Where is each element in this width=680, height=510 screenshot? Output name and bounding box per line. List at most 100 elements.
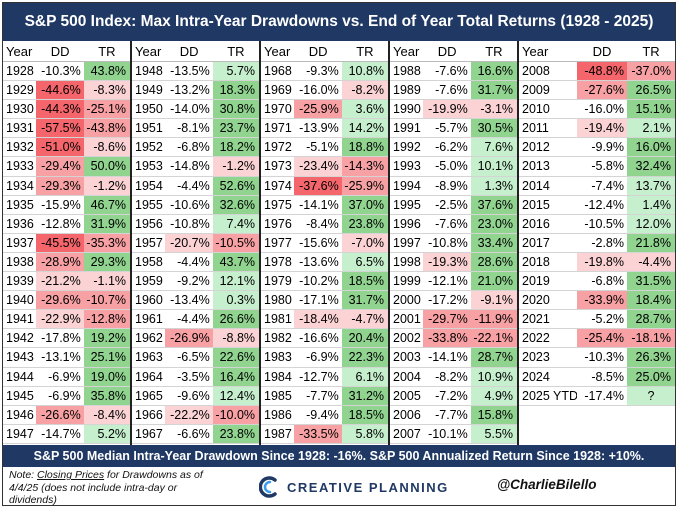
- table-row: 2002 -33.8% -22.1%: [390, 329, 518, 349]
- drawdown-cell: -8.4%: [294, 214, 342, 233]
- total-return-cell: 31.7%: [341, 291, 389, 310]
- total-return-cell: 23.0%: [470, 214, 518, 233]
- year-cell: 1966: [135, 407, 163, 422]
- table-row: 2000 -17.2% -9.1%: [390, 291, 518, 311]
- year-cell: 1947: [6, 426, 34, 441]
- table-row: 2019 -6.8% 31.5%: [519, 272, 675, 292]
- total-return-cell: 31.2%: [341, 386, 389, 405]
- table-row: 2022 -25.4% -18.1%: [519, 329, 675, 349]
- note-text: Note: Closing Prices for Drawdowns as of…: [9, 469, 221, 507]
- table-row: 1969 -16.0% -8.2%: [261, 81, 389, 101]
- table-row: 1970 -25.9% 3.6%: [261, 100, 389, 120]
- table-row: 1960 -13.4% 0.3%: [132, 291, 260, 311]
- table-row: 1997 -10.8% 33.4%: [390, 233, 518, 253]
- header-tr: TR: [485, 44, 503, 59]
- drawdown-cell: -10.5%: [577, 214, 627, 233]
- table-row: 1987 -33.5% 5.8%: [261, 424, 389, 444]
- year-cell: 1959: [135, 274, 163, 289]
- total-return-cell: 31.5%: [627, 272, 675, 291]
- total-return-cell: -14.3%: [341, 157, 389, 176]
- year-cell: 2018: [522, 254, 550, 269]
- header-tr: TR: [356, 44, 374, 59]
- total-return-cell: 21.8%: [627, 233, 675, 252]
- total-return-cell: 18.4%: [627, 291, 675, 310]
- table-row: 1949 -13.2% 18.3%: [132, 81, 260, 101]
- table-row: 1958 -4.4% 43.7%: [132, 252, 260, 273]
- header-year: Year: [135, 44, 162, 59]
- drawdown-cell: -26.9%: [165, 329, 213, 348]
- table-row: 1983 -6.9% 22.3%: [261, 348, 389, 368]
- total-return-cell: 5.8%: [341, 424, 389, 443]
- drawdown-cell: -19.4%: [577, 119, 627, 138]
- year-cell: 1935: [6, 197, 34, 212]
- total-return-cell: -10.0%: [212, 405, 260, 424]
- drawdown-cell: -10.2%: [294, 272, 342, 291]
- drawdown-cell: -28.9%: [36, 252, 84, 272]
- total-return-cell: 23.7%: [212, 119, 260, 138]
- drawdown-cell: -29.3%: [36, 176, 84, 195]
- total-return-cell: 26.5%: [627, 81, 675, 100]
- table-row: 1965 -9.6% 12.4%: [132, 386, 260, 406]
- creative-planning-logo: CREATIVE PLANNING: [259, 475, 449, 499]
- total-return-cell: 16.6%: [470, 62, 518, 81]
- year-cell: 1942: [6, 331, 34, 346]
- total-return-cell: 30.8%: [212, 100, 260, 119]
- table-row: 1974 -37.6% -25.9%: [261, 176, 389, 196]
- drawdown-cell: -57.5%: [36, 119, 84, 138]
- header-dd: DD: [437, 44, 457, 59]
- year-cell: 1976: [264, 216, 292, 231]
- note-link[interactable]: Closing Prices: [37, 469, 105, 481]
- year-cell: 2013: [522, 159, 550, 174]
- year-cell: 1951: [135, 121, 163, 136]
- year-cell: 2012: [522, 140, 550, 155]
- drawdown-cell: -7.6%: [423, 81, 471, 100]
- header-year: Year: [264, 44, 291, 59]
- table-row: 1968 -9.3% 10.8%: [261, 62, 389, 82]
- total-return-cell: 32.6%: [212, 195, 260, 214]
- year-cell: 1980: [264, 293, 292, 308]
- table-row: 1956 -10.8% 7.4%: [132, 214, 260, 234]
- total-return-cell: 20.4%: [341, 329, 389, 348]
- year-cell: 1988: [393, 64, 421, 78]
- total-return-cell: -37.0%: [627, 62, 675, 81]
- header-dd: DD: [592, 44, 612, 59]
- drawdown-cell: -44.3%: [36, 100, 84, 119]
- drawdown-cell: -25.9%: [294, 100, 342, 119]
- drawdown-cell: -12.1%: [423, 272, 471, 291]
- drawdown-cell: -26.6%: [36, 405, 84, 424]
- year-cell: 2022: [522, 331, 550, 346]
- year-cell: 1975: [264, 197, 292, 212]
- table-row: 1933 -29.4% 50.0%: [3, 157, 131, 177]
- table-row: 1953 -14.8% -1.2%: [132, 157, 260, 177]
- total-return-cell: 35.8%: [83, 386, 131, 405]
- year-cell: 1933: [6, 159, 34, 174]
- total-return-cell: 18.8%: [341, 138, 389, 157]
- year-cell: 1940: [6, 293, 34, 308]
- table-row: 1954 -4.4% 52.6%: [132, 176, 260, 196]
- total-return-cell: 5.5%: [470, 424, 518, 443]
- drawdown-cell: -17.4%: [577, 386, 627, 405]
- drawdown-cell: -14.1%: [294, 195, 342, 214]
- header-year: Year: [393, 44, 420, 59]
- table-row: 1931 -57.5% -43.8%: [3, 119, 131, 139]
- total-return-cell: 37.0%: [341, 195, 389, 214]
- year-cell: 2010: [522, 102, 550, 117]
- creative-planning-logo-icon: [259, 476, 277, 498]
- table-row: 1961 -4.4% 26.6%: [132, 310, 260, 330]
- year-cell: 1931: [6, 121, 34, 136]
- total-return-cell: 33.4%: [470, 233, 518, 252]
- drawdown-cell: -19.8%: [577, 252, 627, 272]
- drawdown-cell: -10.1%: [423, 424, 471, 443]
- year-cell: 1960: [135, 293, 163, 308]
- year-cell: 1936: [6, 216, 34, 231]
- total-return-cell: 25.1%: [83, 348, 131, 367]
- year-cell: 1932: [6, 140, 34, 155]
- total-return-cell: -9.1%: [470, 291, 518, 310]
- total-return-cell: -18.1%: [627, 329, 675, 348]
- year-cell: 1996: [393, 216, 421, 231]
- year-cell: 2009: [522, 83, 550, 98]
- table-row: 1964 -3.5% 16.4%: [132, 367, 260, 387]
- total-return-cell: 23.8%: [212, 424, 260, 443]
- total-return-cell: 22.3%: [341, 348, 389, 367]
- total-return-cell: -7.0%: [341, 233, 389, 252]
